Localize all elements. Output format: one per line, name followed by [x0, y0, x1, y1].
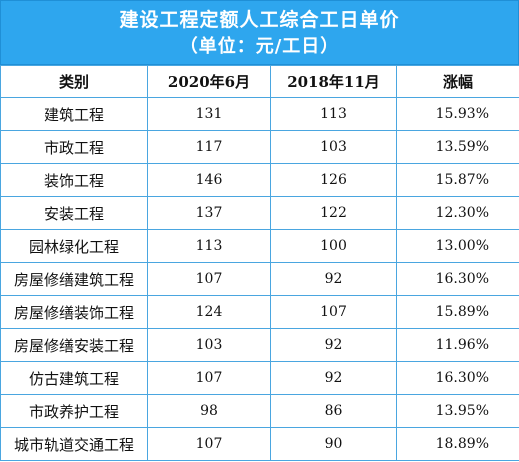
table-row: 装饰工程 146 126 15.87%: [0, 163, 519, 197]
row-increase: 16.30%: [396, 262, 519, 296]
row-price-2018: 92: [270, 262, 397, 296]
row-price-2018: 92: [270, 361, 397, 395]
row-price-2018: 90: [270, 427, 397, 461]
row-price-2018: 113: [270, 97, 397, 131]
row-price-2020: 131: [147, 97, 271, 131]
table-row: 市政工程 117 103 13.59%: [0, 130, 519, 164]
row-price-2020: 146: [147, 163, 271, 197]
table-unit-subtitle: （单位：元/工日）: [179, 36, 340, 57]
header-row: 类别 2020年6月 2018年11月 涨幅: [0, 65, 519, 98]
row-increase: 15.89%: [396, 295, 519, 329]
row-category: 房屋修缮安装工程: [0, 328, 148, 362]
row-category: 房屋修缮装饰工程: [0, 295, 148, 329]
row-category: 市政养护工程: [0, 394, 148, 428]
row-increase: 12.30%: [396, 196, 519, 230]
row-increase: 15.93%: [396, 97, 519, 131]
header-category: 类别: [0, 65, 148, 98]
table-row: 房屋修缮安装工程 103 92 11.96%: [0, 328, 519, 362]
row-price-2020: 107: [147, 427, 271, 461]
table-row: 仿古建筑工程 107 92 16.30%: [0, 361, 519, 395]
table-row: 房屋修缮装饰工程 124 107 15.89%: [0, 295, 519, 329]
row-price-2020: 103: [147, 328, 271, 362]
row-category: 房屋修缮建筑工程: [0, 262, 148, 296]
header-2020-06: 2020年6月: [147, 65, 271, 98]
row-increase: 13.00%: [396, 229, 519, 263]
table-row: 安装工程 137 122 12.30%: [0, 196, 519, 230]
row-increase: 13.59%: [396, 130, 519, 164]
row-price-2018: 103: [270, 130, 397, 164]
row-increase: 11.96%: [396, 328, 519, 362]
row-category: 城市轨道交通工程: [0, 427, 148, 461]
row-price-2020: 107: [147, 361, 271, 395]
row-price-2020: 117: [147, 130, 271, 164]
table-title: 建设工程定额人工综合工日单价: [119, 9, 400, 31]
row-price-2018: 122: [270, 196, 397, 230]
row-category: 仿古建筑工程: [0, 361, 148, 395]
row-price-2020: 137: [147, 196, 271, 230]
table-title-banner: 建设工程定额人工综合工日单价 （单位：元/工日）: [0, 0, 519, 65]
row-price-2020: 107: [147, 262, 271, 296]
header-increase: 涨幅: [396, 65, 519, 98]
table-row: 建筑工程 131 113 15.93%: [0, 97, 519, 131]
row-increase: 18.89%: [396, 427, 519, 461]
row-category: 园林绿化工程: [0, 229, 148, 263]
row-increase: 16.30%: [396, 361, 519, 395]
row-price-2018: 126: [270, 163, 397, 197]
row-price-2020: 98: [147, 394, 271, 428]
row-category: 装饰工程: [0, 163, 148, 197]
row-increase: 13.95%: [396, 394, 519, 428]
table-row: 城市轨道交通工程 107 90 18.89%: [0, 427, 519, 461]
row-price-2018: 107: [270, 295, 397, 329]
row-category: 市政工程: [0, 130, 148, 164]
row-price-2018: 100: [270, 229, 397, 263]
row-category: 建筑工程: [0, 97, 148, 131]
table-row: 房屋修缮建筑工程 107 92 16.30%: [0, 262, 519, 296]
header-2018-11: 2018年11月: [270, 65, 397, 98]
row-price-2018: 92: [270, 328, 397, 362]
table-row: 市政养护工程 98 86 13.95%: [0, 394, 519, 428]
row-price-2018: 86: [270, 394, 397, 428]
row-increase: 15.87%: [396, 163, 519, 197]
row-price-2020: 124: [147, 295, 271, 329]
row-category: 安装工程: [0, 196, 148, 230]
table-row: 园林绿化工程 113 100 13.00%: [0, 229, 519, 263]
row-price-2020: 113: [147, 229, 271, 263]
price-table: 类别 2020年6月 2018年11月 涨幅 建筑工程 131 113 15.9…: [0, 65, 519, 461]
